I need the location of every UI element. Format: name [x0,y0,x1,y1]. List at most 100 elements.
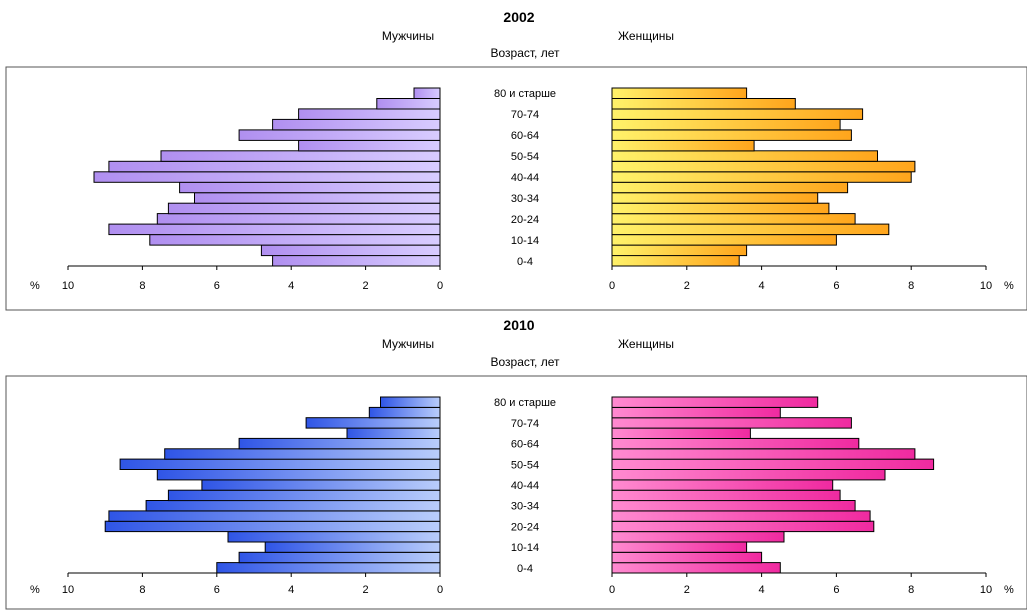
men-bar [264,541,441,553]
men-label: Мужчины [382,337,434,351]
men-bar [376,98,441,110]
tick-label: 8 [908,584,914,596]
women-bar [611,255,740,267]
men-bar [216,562,441,574]
tick-label: 2 [363,280,369,292]
men-bar [194,192,441,204]
men-bar [167,489,441,502]
men-bar [298,139,441,152]
men-bar [272,118,441,131]
women-bar [611,171,912,183]
men-bar [346,427,441,440]
pyramid-2002: 2002 Мужчины Женщины Возраст, лет 80 и с… [5,9,1027,311]
pyramid-2010: 2010 Мужчины Женщины Возраст, лет 80 и с… [5,317,1027,610]
men-bar [413,87,441,99]
men-bar [380,396,441,408]
women-bar [611,181,849,194]
age-label: 30-34 [511,501,539,513]
men-bars [104,396,441,574]
women-bar [611,406,781,419]
women-bar [611,160,916,173]
age-label: 60-64 [511,439,539,451]
men-bar [108,160,441,173]
plot-frame [5,375,1027,610]
men-bar [227,531,441,543]
age-label: 10-14 [511,542,539,554]
women-bar [611,458,935,471]
age-label: 50-54 [511,459,539,471]
men-bar [260,244,441,257]
age-label: 40-44 [511,480,539,492]
men-bar [108,223,441,236]
age-label: 0-4 [517,256,533,268]
tick-label: 6 [833,280,839,292]
men-bar [93,171,441,183]
tick-label: 2 [684,584,690,596]
percent-label-right: % [1004,280,1014,292]
tick-label: 4 [759,280,765,292]
tick-label: 10 [980,584,992,596]
men-bar [156,469,441,481]
age-labels: 80 и старше 70-74 60-64 50-54 40-44 30-34 20-2… [494,88,556,268]
tick-label: 4 [759,584,765,596]
women-bar [611,87,748,99]
women-bar [611,417,852,429]
women-bar [611,213,856,225]
men-bar [167,202,441,215]
age-axis-label: Возраст, лет [491,46,561,60]
women-bar [611,234,837,246]
tick-label: 0 [437,280,443,292]
men-bar [164,448,441,460]
men-bar [298,108,441,120]
women-bar [611,562,781,574]
age-label: 30-34 [511,193,539,205]
women-bar [611,98,796,110]
tick-label: 6 [214,584,220,596]
chart-title: 2010 [503,317,534,333]
women-bar [611,427,751,440]
women-bar [611,244,748,257]
women-tick-labels: 0 2 4 6 8 10 [609,266,992,292]
women-bar [611,396,819,408]
percent-label-left: % [30,584,40,596]
percent-label-left: % [30,280,40,292]
women-bar [611,510,871,522]
women-bar [611,520,875,533]
women-bar [611,129,852,141]
women-bar [611,448,916,460]
tick-label: 10 [980,280,992,292]
women-bar [611,469,886,481]
women-bar [611,139,755,152]
age-labels: 80 и старше 70-74 60-64 50-54 40-44 30-34 20-2… [494,397,556,575]
men-bars [93,87,441,267]
age-label: 0-4 [517,563,533,575]
percent-label-right: % [1004,584,1014,596]
women-bar [611,489,841,502]
women-bar [611,479,834,491]
tick-label: 6 [214,280,220,292]
age-label: 50-54 [511,151,539,163]
men-tick-labels: 0 2 4 6 8 10 [62,573,443,596]
tick-label: 8 [908,280,914,292]
women-bar [611,531,785,543]
men-bar [238,129,441,141]
men-bar [368,406,441,419]
women-tick-labels: 0 2 4 6 8 10 [609,573,992,596]
men-bar [201,479,441,491]
men-bar [108,510,441,522]
women-bar [611,192,819,204]
women-bars [611,87,916,267]
women-bar [611,500,856,512]
tick-label: 8 [139,280,145,292]
men-bar [104,520,441,533]
age-label: 20-24 [511,521,539,533]
men-bar [160,150,441,162]
men-bar [119,458,441,471]
age-label: 70-74 [511,418,539,430]
women-bar [611,108,864,120]
women-bar [611,541,748,553]
women-bar [611,150,878,162]
tick-label: 4 [288,584,294,596]
women-bar [611,437,860,450]
